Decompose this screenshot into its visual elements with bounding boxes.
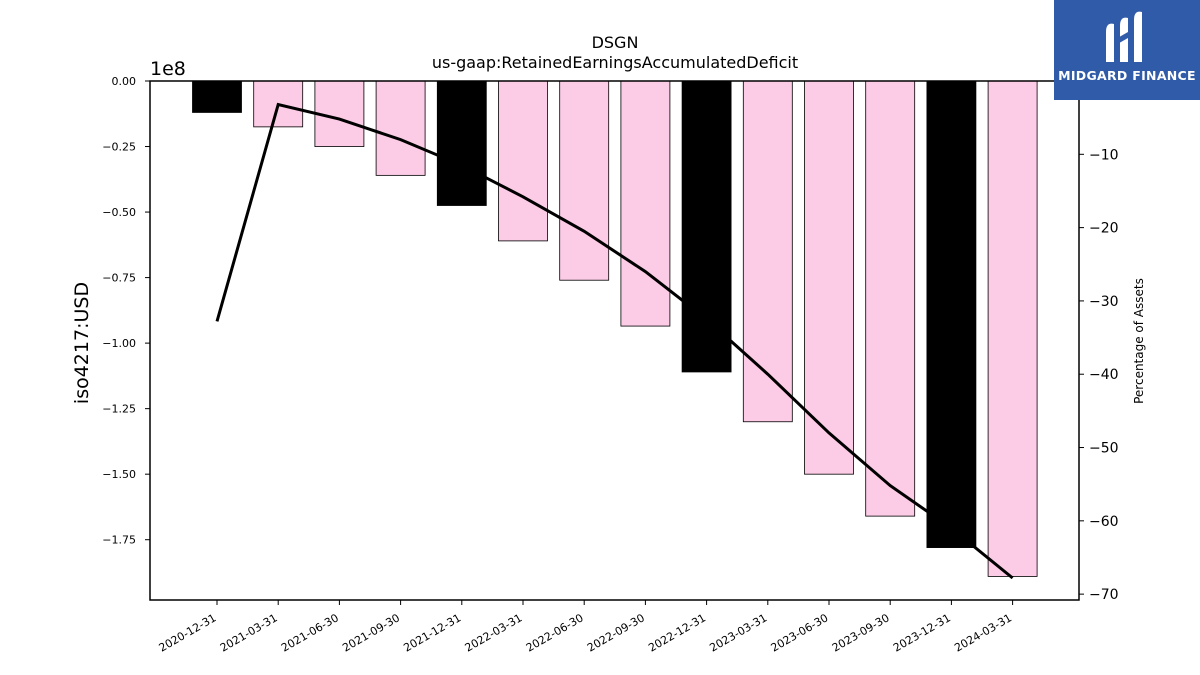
x-tick-label: 2020-12-31	[157, 611, 219, 654]
bar	[620, 80, 671, 327]
x-tick-label: 2022-09-30	[585, 611, 647, 654]
chart-subtitle: us-gaap:RetainedEarningsAccumulatedDefic…	[432, 53, 798, 72]
x-tick-label: 2024-03-31	[952, 611, 1014, 654]
bar	[375, 80, 426, 176]
x-tick-label: 2023-09-30	[830, 611, 892, 654]
y2-tick-label: −30	[1089, 294, 1119, 310]
line-group	[215, 102, 1014, 580]
y2-tick-label: −50	[1089, 441, 1119, 457]
bar	[498, 80, 548, 242]
y2-tick-label: −70	[1089, 587, 1119, 603]
x-tick-label: 2021-12-31	[401, 611, 463, 654]
y2-ticks: −10 −20 −30 −40 −50 −60 −70	[1079, 147, 1119, 603]
y-tick-label: −0.50	[102, 206, 136, 219]
y-ticks: 0.00 −0.25 −0.50 −0.75 −1.00 −1.25 −1.50 −1.75	[102, 75, 150, 547]
x-tick-label: 2021-09-30	[340, 611, 402, 654]
y2-tick-label: −10	[1089, 147, 1119, 163]
x-tick-label: 2021-06-30	[279, 611, 341, 654]
y-tick-label: −1.75	[102, 534, 136, 547]
x-tick-label: 2023-03-31	[707, 611, 769, 654]
series-line	[215, 102, 1014, 580]
brand-name: MIDGARD FINANCE	[1058, 68, 1196, 83]
bar	[192, 80, 242, 113]
bar	[987, 80, 1038, 577]
y2-axis-label: Percentage of Assets	[1132, 278, 1146, 404]
x-tick-label: 2022-06-30	[524, 611, 586, 654]
midgard-m-logo-icon	[1106, 11, 1142, 62]
bar	[742, 80, 793, 423]
y2-tick-label: −60	[1089, 514, 1119, 530]
bar	[681, 80, 732, 373]
x-tick-label: 2021-03-31	[218, 611, 280, 654]
x-tick-label: 2023-06-30	[769, 611, 831, 654]
bar	[865, 80, 916, 517]
plot-frame	[149, 80, 1080, 601]
y-axis-label: iso4217:USD	[71, 282, 93, 404]
y-offset-label: 1e8	[150, 58, 186, 80]
bar	[436, 80, 487, 206]
y-tick-label: −1.25	[102, 403, 136, 416]
y-tick-label: −1.50	[102, 468, 136, 481]
bar	[559, 80, 610, 281]
y-tick-label: −0.75	[102, 272, 136, 285]
y-tick-label: −1.00	[102, 337, 136, 350]
chart-title: DSGN	[592, 33, 639, 52]
y-tick-label: 0.00	[112, 75, 137, 88]
y2-tick-label: −20	[1089, 221, 1119, 237]
bars-group	[192, 80, 1038, 577]
y2-tick-label: −40	[1089, 367, 1119, 383]
x-tick-label: 2022-03-31	[463, 611, 525, 654]
brand-logo: MIDGARD FINANCE	[1054, 0, 1200, 100]
x-ticks: 2020-12-31 2021-03-31 2021-06-30 2021-09-30…	[157, 600, 1014, 655]
bar	[926, 80, 977, 548]
x-tick-label: 2022-12-31	[646, 611, 708, 654]
x-tick-label: 2023-12-31	[891, 611, 953, 654]
y-tick-label: −0.25	[102, 141, 136, 154]
